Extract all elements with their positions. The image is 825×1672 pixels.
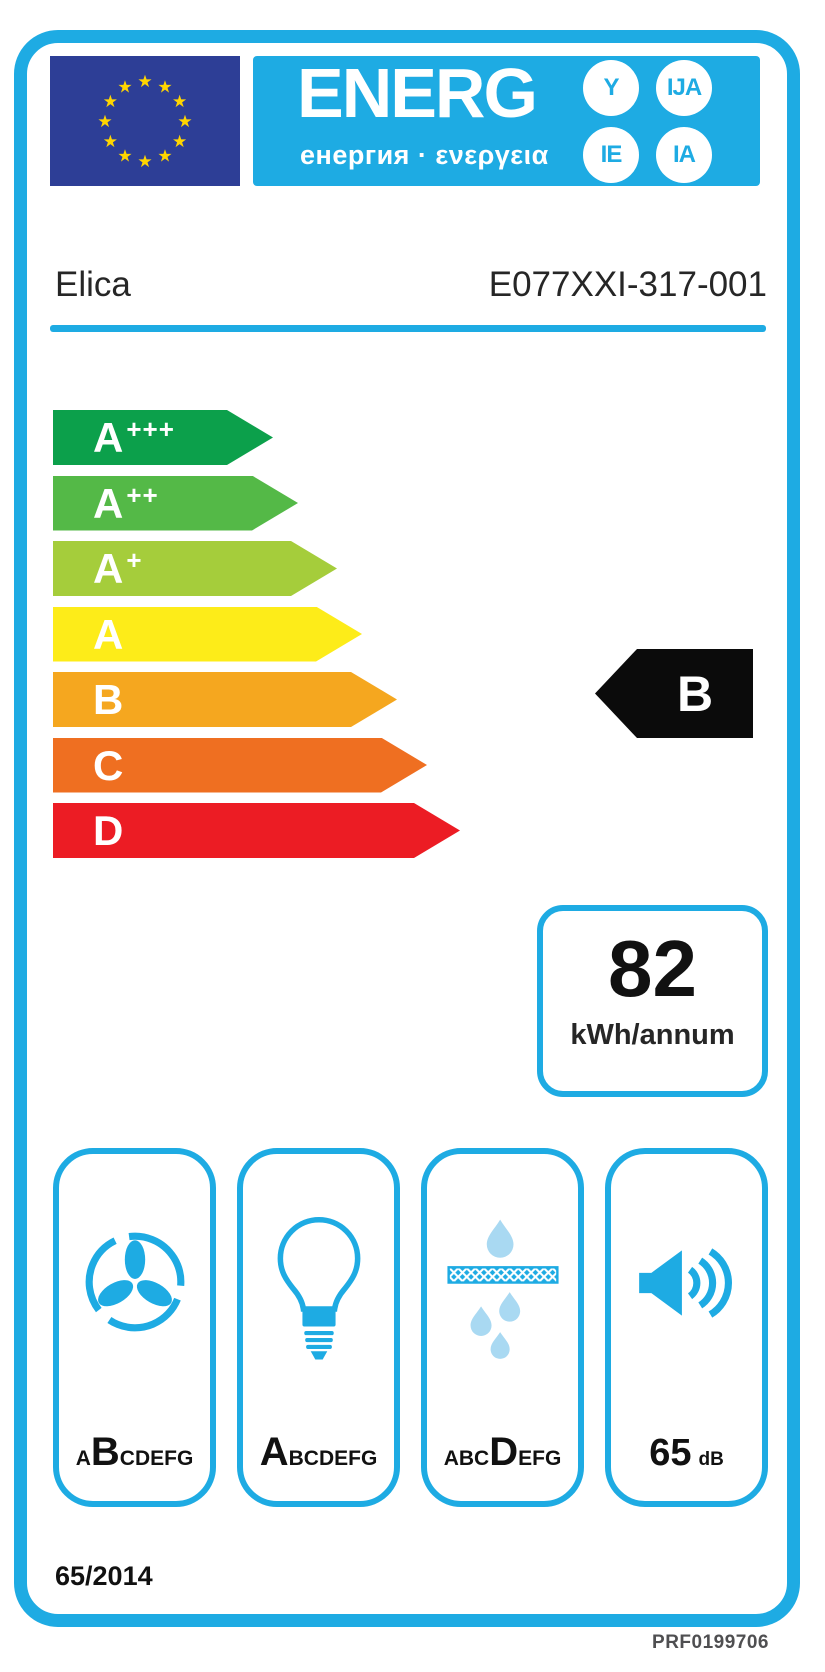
svg-text:★: ★	[172, 132, 187, 152]
speaker-icon	[611, 1232, 762, 1334]
energy-label: ★ ★ ★ ★ ★ ★ ★ ★ ★ ★ ★ ★ ENERG енергия · …	[14, 30, 800, 1627]
fan-efficiency-scale: ABCDEFG	[75, 1430, 194, 1474]
rating-grade: B	[676, 665, 714, 722]
scale-arrow-A++: A ++	[53, 476, 298, 531]
scale-arrow-D: D	[53, 803, 460, 858]
energ-logo: ENERG енергия · ενεργεια Y IJA IE IA	[253, 56, 760, 186]
scale-arrow-grade: C	[93, 741, 124, 789]
svg-text:★: ★	[103, 132, 118, 152]
fan-icon	[59, 1226, 210, 1338]
energ-language-suffixes: Y IJA IE IA	[583, 60, 713, 184]
reference-code: PRF0199706	[652, 1632, 769, 1653]
svg-text:★: ★	[137, 152, 152, 172]
energ-subtext: енергия · ενεργεια	[300, 140, 549, 170]
metric-fluid-dynamic-efficiency: ABCDEFG	[53, 1148, 216, 1507]
svg-text:★: ★	[177, 112, 192, 132]
metric-lighting-efficiency: ABCDEFG	[237, 1148, 400, 1507]
scale-arrow-plus: +	[126, 545, 143, 575]
svg-text:★: ★	[103, 92, 118, 112]
filter-icon	[427, 1206, 578, 1382]
energy-consumption-box: 82 kWh/annum	[537, 905, 768, 1097]
divider-line	[50, 325, 766, 332]
scale-arrow-A+++: A +++	[53, 410, 273, 465]
scale-arrow-A+: A +	[53, 541, 337, 596]
scale-arrow-A: A	[53, 607, 362, 662]
regulation-number: 65/2014	[55, 1561, 153, 1591]
suffix-circle-ija: IJA	[656, 60, 712, 116]
energ-wordmark: ENERG	[297, 54, 538, 132]
svg-text:★: ★	[172, 92, 187, 112]
rating-indicator: B	[595, 649, 753, 738]
scale-arrow-B: B	[53, 672, 397, 727]
scale-arrow-grade: A	[93, 479, 124, 527]
brand-name: Elica	[55, 265, 131, 304]
svg-text:★: ★	[117, 77, 132, 97]
suffix-circle-ie: IE	[583, 127, 639, 183]
eu-flag: ★ ★ ★ ★ ★ ★ ★ ★ ★ ★ ★ ★	[50, 56, 240, 186]
scale-arrow-grade: B	[93, 676, 124, 723]
scale-arrow-plus: ++	[126, 479, 159, 510]
scale-arrow-grade: A	[93, 610, 124, 658]
scale-arrow-grade: D	[93, 807, 124, 854]
bulb-icon	[243, 1212, 394, 1382]
lighting-efficiency-scale: ABCDEFG	[259, 1430, 378, 1474]
energy-scale: A +++ A ++ A + A B C D	[53, 410, 460, 869]
energy-consumption-unit: kWh/annum	[570, 1019, 735, 1051]
scale-arrow-C: C	[53, 738, 427, 793]
suffix-circle-ia: IA	[656, 127, 712, 183]
suffix-circle-y: Y	[583, 60, 639, 116]
svg-text:★: ★	[157, 77, 172, 97]
grease-filtering-scale: ABCDEFG	[443, 1430, 562, 1474]
noise-level-value: 65 dB	[649, 1432, 724, 1474]
model-number: E077XXI-317-001	[488, 265, 767, 304]
svg-text:★: ★	[157, 147, 172, 167]
metric-grease-filtering: ABCDEFG	[421, 1148, 584, 1507]
scale-arrow-grade: A	[93, 414, 124, 461]
energy-consumption-value: 82	[608, 924, 697, 1013]
scale-arrow-grade: A	[93, 545, 124, 592]
scale-arrow-plus: +++	[126, 414, 175, 444]
svg-text:★: ★	[97, 112, 112, 132]
svg-text:★: ★	[137, 72, 152, 92]
brand-row: Elica E077XXI-317-001	[55, 265, 767, 305]
eu-flag-image: ★ ★ ★ ★ ★ ★ ★ ★ ★ ★ ★ ★	[50, 56, 240, 186]
svg-text:★: ★	[117, 147, 132, 167]
metric-noise-level: 65 dB	[605, 1148, 768, 1507]
